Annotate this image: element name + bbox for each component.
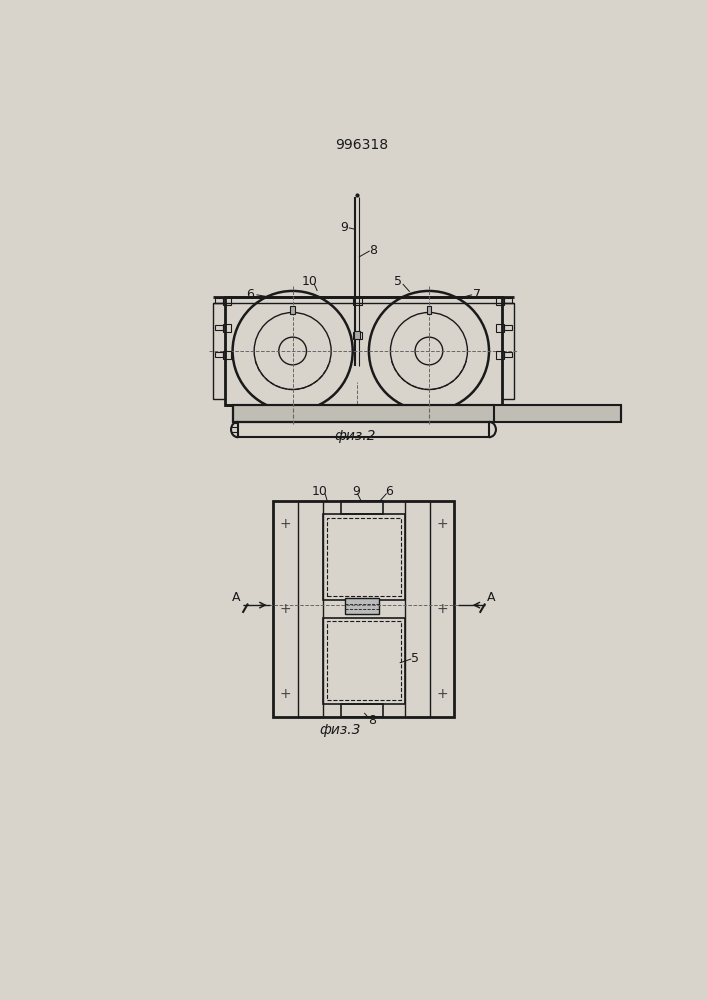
Text: 6: 6 (385, 485, 393, 498)
Bar (496, 297, 503, 305)
Text: 8: 8 (370, 244, 378, 257)
Bar (215, 298, 223, 303)
Text: 10: 10 (302, 275, 317, 288)
Bar (327, 621, 402, 700)
Bar (274, 501, 455, 717)
Bar (353, 297, 362, 305)
Bar (291, 306, 295, 314)
Text: 7: 7 (473, 288, 481, 301)
Bar (233, 405, 494, 422)
Bar (327, 518, 402, 596)
Text: A: A (487, 591, 496, 604)
Bar (426, 306, 431, 314)
Bar (503, 325, 512, 330)
Text: +: + (280, 687, 291, 701)
Text: 996318: 996318 (335, 138, 389, 152)
Bar (322, 514, 405, 600)
Bar (233, 405, 621, 422)
Bar (354, 331, 361, 339)
Bar (225, 297, 502, 405)
Bar (353, 332, 362, 339)
Text: 6: 6 (246, 288, 255, 301)
Text: 10: 10 (312, 485, 327, 498)
Bar (322, 618, 405, 704)
Bar (496, 324, 503, 332)
Bar (341, 501, 383, 514)
Text: физ.3: физ.3 (320, 723, 361, 737)
Text: 9: 9 (352, 485, 360, 498)
Text: 5: 5 (411, 652, 419, 666)
Text: +: + (436, 687, 448, 701)
Bar (214, 303, 225, 399)
Bar (503, 352, 512, 357)
Text: +: + (280, 517, 291, 531)
Text: 8: 8 (368, 714, 376, 727)
Text: +: + (280, 602, 291, 616)
Bar (405, 501, 430, 717)
Bar (503, 298, 512, 303)
Text: +: + (436, 517, 448, 531)
Text: A: A (232, 591, 240, 604)
Text: физ.2: физ.2 (334, 429, 376, 443)
Bar (223, 324, 231, 332)
Text: 5: 5 (394, 275, 402, 288)
Bar (496, 351, 503, 359)
Text: 9: 9 (340, 221, 348, 234)
Bar (215, 352, 223, 357)
Bar (223, 297, 231, 305)
Text: +: + (436, 602, 448, 616)
Bar (341, 704, 383, 717)
Bar (223, 351, 231, 359)
Bar (298, 501, 322, 717)
Bar (345, 598, 379, 614)
Bar (238, 422, 489, 437)
Bar (215, 325, 223, 330)
Bar (502, 303, 514, 399)
